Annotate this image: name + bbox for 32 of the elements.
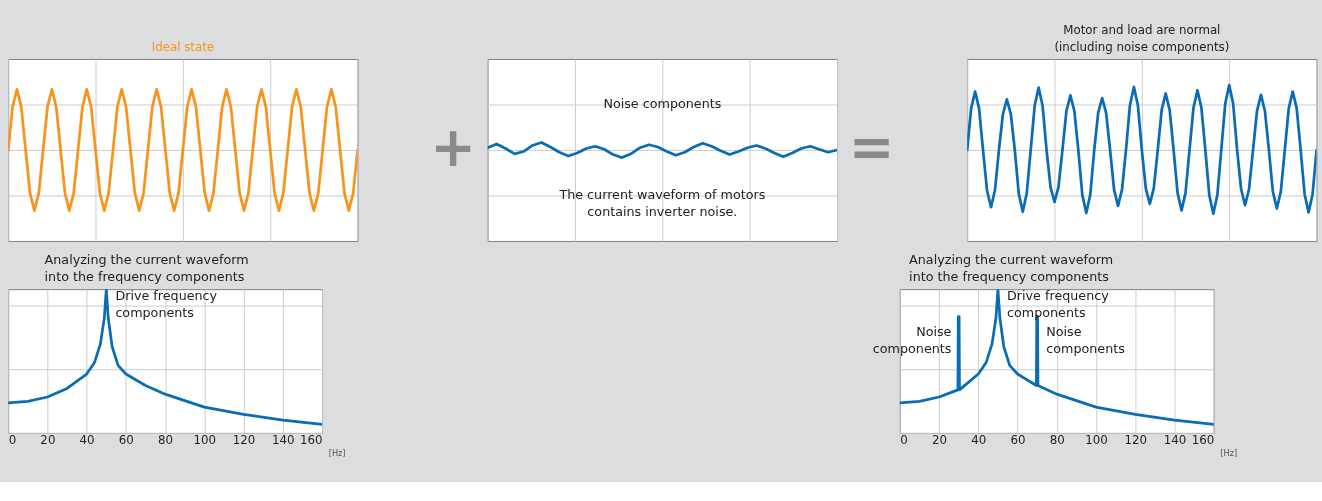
x-tick-label: 40 xyxy=(971,433,987,448)
annotation: Noise components xyxy=(1046,323,1125,356)
chart-title: Analyzing the current waveform into the frequency components xyxy=(909,251,1114,285)
x-tick-label: 80 xyxy=(1049,433,1065,448)
annotation: Drive frequency components xyxy=(115,287,218,321)
x-tick-label: 60 xyxy=(118,433,134,448)
x-tick-label: 0 xyxy=(900,433,908,448)
x-tick-label: 140 xyxy=(272,433,295,448)
x-tick-label: 140 xyxy=(1163,433,1187,448)
x-tick-label: 120 xyxy=(1124,433,1147,448)
text: The current waveform of motors contains inverter noise. xyxy=(558,187,766,220)
x-tick-label: 100 xyxy=(1085,433,1108,448)
text: + xyxy=(430,115,476,180)
x-axis-title: [Hz] xyxy=(328,448,346,459)
annotation: Drive frequency components xyxy=(1007,287,1110,321)
x-tick-label: 20 xyxy=(40,433,56,448)
x-axis-title: [Hz] xyxy=(1220,448,1238,459)
x-tick-label: 20 xyxy=(932,433,948,448)
x-tick-label: 160 xyxy=(1191,433,1215,448)
text: Noise components xyxy=(603,96,722,112)
chart-title: Ideal state xyxy=(151,39,215,54)
x-tick-label: 80 xyxy=(158,433,174,448)
x-tick-label: 160 xyxy=(299,433,323,448)
chart-title: Analyzing the current waveform into the frequency components xyxy=(44,251,249,285)
x-tick-label: 40 xyxy=(79,433,95,448)
chart-title: Motor and load are normal (including noise components) xyxy=(1054,22,1230,54)
x-tick-label: 60 xyxy=(1010,433,1026,448)
x-tick-label: 120 xyxy=(232,433,256,448)
annotation: Noise components xyxy=(872,323,952,356)
text: = xyxy=(848,115,895,180)
x-tick-label: 100 xyxy=(193,433,217,448)
x-tick-label: 0 xyxy=(8,433,17,448)
